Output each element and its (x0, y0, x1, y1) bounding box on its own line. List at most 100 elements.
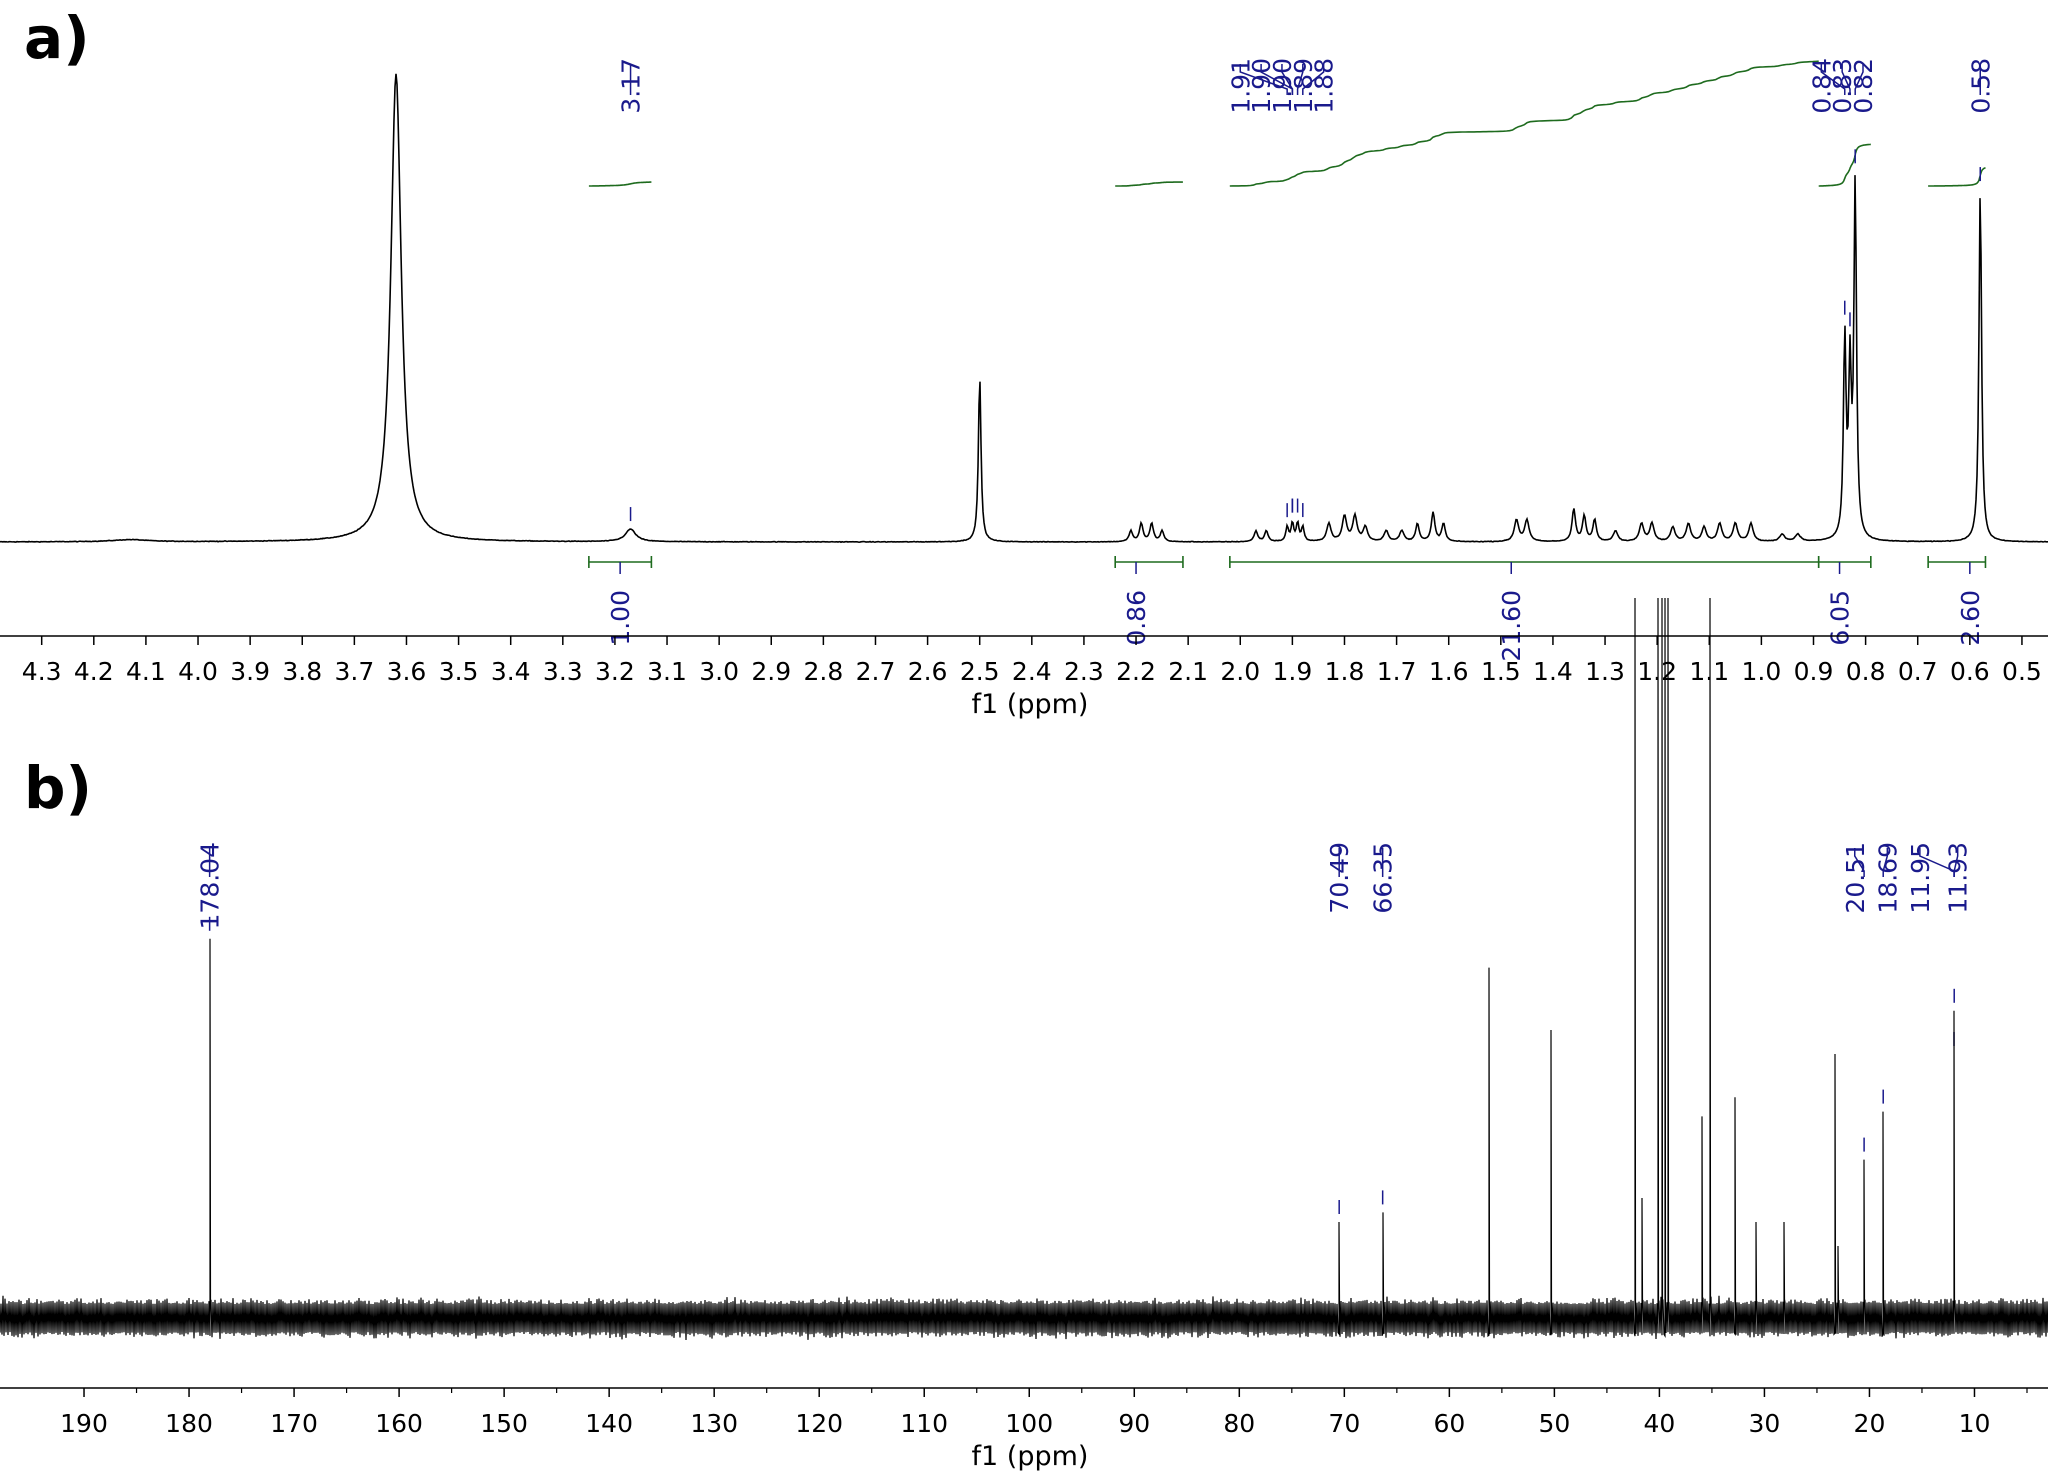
peak-label: 11.95 (1906, 842, 1935, 914)
x-tick-label: 3.7 (334, 657, 374, 686)
peak-label: 0.58 (1966, 58, 1995, 114)
peak-label-connector (1281, 64, 1294, 95)
integral-value: 6.05 (1826, 590, 1855, 646)
x-tick-label: 110 (900, 1409, 948, 1438)
x-tick-label: 2.8 (803, 657, 843, 686)
x-tick-label: 120 (795, 1409, 843, 1438)
x-axis-ticks: 4.3 4.2 4.1 4.0 3.9 3.8 3.7 3.6 3.5 3.4 3.3 3.2 3.1 3… (22, 636, 2042, 686)
x-axis-title: f1 (ppm) (972, 689, 1089, 720)
x-tick-label: 2.4 (1012, 657, 1052, 686)
x-tick-label: 100 (1005, 1409, 1053, 1438)
spectrum-trace (0, 73, 2048, 544)
x-tick-label: 2.3 (1064, 657, 1104, 686)
peak-label-connector (1296, 64, 1304, 95)
peak-label: 0.83 (1828, 58, 1857, 114)
x-tick-label: 3.9 (230, 657, 270, 686)
panel-13c-nmr: b) 178.04 70.49 66.35 20.51 18.69 11.95 11.93 … (0, 597, 2048, 1472)
x-tick-label: 4.3 (22, 657, 62, 686)
x-tick-label: 170 (270, 1409, 318, 1438)
panel-label-b: b) (24, 754, 92, 822)
peak-label: 1.90 (1247, 58, 1276, 114)
x-tick-label: 90 (1118, 1409, 1150, 1438)
peak-label-connector (1854, 848, 1865, 877)
x-tick-label: 150 (480, 1409, 528, 1438)
x-tick-label: 1.9 (1272, 657, 1312, 686)
integral-value: 1.00 (606, 590, 635, 646)
peak-label: 1.88 (1310, 58, 1339, 114)
peak-label: 20.51 (1841, 842, 1870, 914)
x-tick-label: 2.1 (1168, 657, 1208, 686)
x-tick-label: 1.8 (1325, 657, 1365, 686)
x-tick-label: 0.6 (1950, 657, 1990, 686)
x-tick-label: 180 (165, 1409, 213, 1438)
x-tick-label: 130 (690, 1409, 738, 1438)
peak-markers (629, 149, 1982, 522)
x-tick-label: 50 (1538, 1409, 1570, 1438)
peak-labels: 3.17 1.911.901.901.891.88 0.840.830.82 0.58 (617, 58, 1996, 114)
integral-value: 21.60 (1497, 590, 1526, 662)
x-tick-label: 4.0 (178, 657, 218, 686)
peak-label: 11.93 (1944, 842, 1973, 914)
x-axis-title: f1 (ppm) (972, 1441, 1089, 1472)
integral-curve (1229, 60, 1819, 187)
peak-label-connector (1841, 64, 1851, 95)
x-tick-label: 1.4 (1533, 657, 1573, 686)
peak-label: 0.82 (1849, 58, 1878, 114)
x-tick-label: 0.7 (1898, 657, 1938, 686)
peak-label: 1.90 (1268, 58, 1297, 114)
peak-label: 3.17 (617, 58, 646, 114)
integral-bars: 1.00 0.86 21.60 6.05 2.60 (588, 556, 1987, 662)
panel-1h-nmr: a) 3.17 1.911.901.901.891.88 0.840.830.82 0… (0, 4, 2048, 720)
x-tick-label: 160 (375, 1409, 423, 1438)
peak-label: 66.35 (1369, 842, 1398, 914)
x-tick-label: 1.5 (1481, 657, 1521, 686)
x-tick-label: 60 (1433, 1409, 1465, 1438)
x-tick-label: 3.2 (595, 657, 635, 686)
x-tick-label: 1.1 (1689, 657, 1729, 686)
peak-labels: 178.04 70.49 66.35 20.51 18.69 11.95 11.93 (196, 842, 1973, 929)
x-tick-label: 4.2 (74, 657, 114, 686)
integral-curves (588, 60, 1986, 187)
peak-label-connector (1239, 64, 1288, 95)
integral-curve (588, 181, 652, 187)
x-tick-label: 2.6 (908, 657, 948, 686)
x-tick-label: 80 (1223, 1409, 1255, 1438)
peak-label: 1.91 (1226, 58, 1255, 114)
x-tick-label: 190 (60, 1409, 108, 1438)
peak-label-connector (1953, 848, 1959, 877)
spectrum-trace (0, 597, 2048, 1341)
x-tick-label: 1.6 (1429, 657, 1469, 686)
x-tick-label: 3.1 (647, 657, 687, 686)
x-tick-label: 2.2 (1116, 657, 1156, 686)
peak-label-connector (1882, 848, 1889, 877)
x-tick-label: 4.1 (126, 657, 166, 686)
peak-markers (208, 916, 1955, 1214)
peak-label-connector (1820, 64, 1846, 95)
x-tick-label: 2.5 (960, 657, 1000, 686)
integral-curve (1818, 143, 1871, 187)
x-tick-label: 2.0 (1220, 657, 1260, 686)
integral-curve (1115, 181, 1183, 187)
x-tick-label: 10 (1959, 1409, 1991, 1438)
x-axis-ticks: 190 180 170 160 150 140 130 120 110 100 90 80 70 60 50… (60, 1388, 2028, 1438)
x-tick-label: 30 (1749, 1409, 1781, 1438)
x-tick-label: 1.0 (1742, 657, 1782, 686)
x-tick-label: 3.8 (282, 657, 322, 686)
peak-label: 0.84 (1807, 58, 1836, 114)
x-tick-label: 2.9 (751, 657, 791, 686)
x-tick-label: 3.6 (387, 657, 427, 686)
x-tick-label: 20 (1854, 1409, 1886, 1438)
x-tick-label: 0.9 (1794, 657, 1834, 686)
x-tick-label: 3.0 (699, 657, 739, 686)
peak-label-connector (1302, 64, 1325, 95)
x-tick-label: 2.7 (856, 657, 896, 686)
x-tick-label: 3.4 (491, 657, 531, 686)
peak-label: 1.89 (1289, 58, 1318, 114)
panel-label-a: a) (24, 4, 90, 72)
x-tick-label: 0.5 (2002, 657, 2042, 686)
peak-label-connector (1854, 64, 1864, 95)
peak-label: 18.69 (1873, 842, 1902, 914)
peak-label: 178.04 (196, 842, 225, 929)
peak-label: 70.49 (1325, 842, 1354, 914)
